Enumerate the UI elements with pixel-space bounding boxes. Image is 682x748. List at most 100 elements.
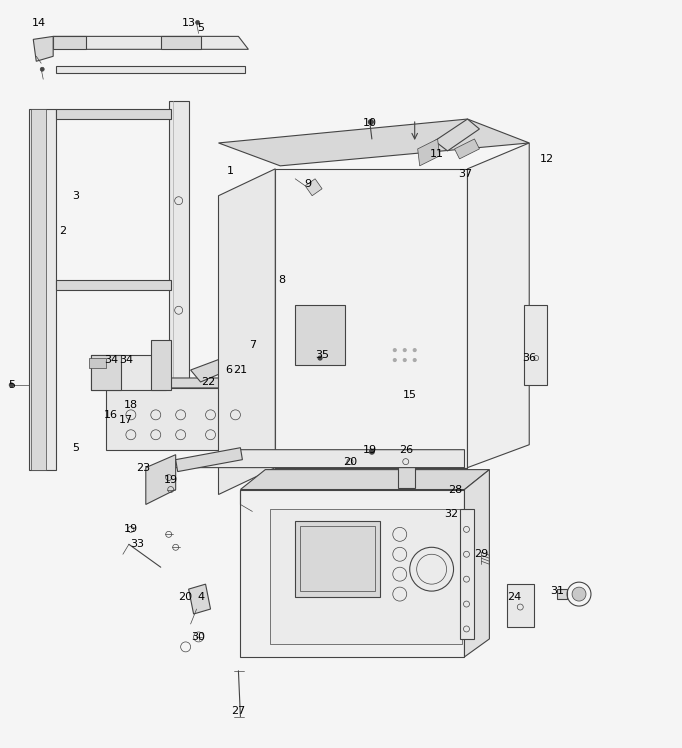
Circle shape (413, 349, 416, 352)
Polygon shape (91, 355, 121, 390)
Text: 33: 33 (130, 539, 144, 549)
Polygon shape (305, 179, 322, 196)
Text: 23: 23 (136, 462, 150, 473)
Text: 5: 5 (8, 380, 15, 390)
Circle shape (370, 450, 374, 454)
Polygon shape (434, 119, 479, 151)
Circle shape (394, 358, 396, 361)
Text: 37: 37 (458, 169, 473, 179)
Polygon shape (507, 584, 534, 627)
Polygon shape (270, 509, 462, 644)
Polygon shape (56, 67, 246, 73)
Polygon shape (89, 358, 106, 368)
Text: 20: 20 (343, 456, 357, 467)
Text: 1: 1 (227, 166, 234, 176)
Circle shape (40, 67, 44, 71)
Polygon shape (91, 355, 166, 390)
Polygon shape (168, 101, 189, 440)
Text: 7: 7 (249, 340, 256, 350)
Text: 34: 34 (119, 355, 133, 365)
Polygon shape (447, 468, 467, 519)
Text: 5: 5 (72, 443, 80, 453)
Polygon shape (295, 521, 380, 597)
Circle shape (572, 587, 586, 601)
Polygon shape (176, 450, 464, 468)
Text: 26: 26 (399, 445, 413, 455)
Text: 35: 35 (315, 350, 329, 360)
Circle shape (413, 358, 416, 361)
Circle shape (368, 120, 373, 124)
Polygon shape (460, 509, 475, 639)
Polygon shape (146, 455, 176, 504)
Polygon shape (300, 527, 375, 591)
Text: 36: 36 (522, 353, 536, 363)
Text: 8: 8 (279, 275, 286, 286)
Polygon shape (218, 119, 529, 166)
Polygon shape (280, 378, 295, 450)
Polygon shape (106, 378, 295, 388)
Polygon shape (218, 169, 276, 494)
Circle shape (318, 356, 322, 360)
Polygon shape (467, 143, 529, 468)
Text: 5: 5 (197, 23, 204, 34)
Polygon shape (276, 468, 295, 519)
Polygon shape (56, 280, 170, 290)
Text: 9: 9 (305, 179, 312, 188)
Text: 24: 24 (507, 592, 522, 602)
Text: 6: 6 (225, 365, 232, 375)
Polygon shape (408, 479, 425, 500)
Polygon shape (241, 470, 490, 489)
Circle shape (403, 358, 406, 361)
Text: 22: 22 (201, 377, 216, 387)
Text: 19: 19 (124, 524, 138, 534)
Circle shape (403, 349, 406, 352)
Text: 19: 19 (363, 445, 377, 455)
Text: 19: 19 (164, 474, 178, 485)
Circle shape (394, 349, 396, 352)
Polygon shape (106, 388, 280, 450)
Text: 30: 30 (192, 632, 205, 642)
Polygon shape (53, 37, 86, 49)
Polygon shape (190, 355, 241, 382)
Polygon shape (524, 305, 547, 385)
Polygon shape (151, 340, 170, 390)
Text: 12: 12 (540, 154, 554, 164)
Text: 29: 29 (474, 549, 488, 560)
Text: 27: 27 (231, 705, 246, 716)
Polygon shape (276, 169, 467, 468)
Text: 17: 17 (119, 415, 133, 425)
Text: 32: 32 (445, 509, 458, 519)
Text: 10: 10 (363, 118, 377, 128)
Polygon shape (454, 139, 479, 159)
Polygon shape (161, 37, 201, 49)
Text: 34: 34 (104, 355, 118, 365)
Text: 4: 4 (197, 592, 204, 602)
Polygon shape (417, 139, 440, 166)
Polygon shape (295, 305, 345, 365)
Text: 14: 14 (32, 19, 46, 28)
Text: 13: 13 (181, 19, 196, 28)
Polygon shape (29, 109, 56, 470)
Polygon shape (31, 109, 46, 470)
Text: 15: 15 (402, 390, 417, 400)
Polygon shape (33, 37, 53, 61)
Text: 31: 31 (550, 586, 564, 596)
Text: 3: 3 (72, 191, 80, 200)
Polygon shape (464, 470, 490, 657)
Text: 20: 20 (179, 592, 193, 602)
Polygon shape (53, 37, 248, 49)
Circle shape (10, 383, 14, 387)
Polygon shape (56, 109, 170, 119)
Polygon shape (557, 589, 567, 599)
Text: 21: 21 (233, 365, 248, 375)
Text: 16: 16 (104, 410, 118, 420)
Polygon shape (398, 462, 415, 488)
Polygon shape (241, 489, 464, 657)
Text: 2: 2 (59, 226, 67, 236)
Text: 18: 18 (124, 400, 138, 410)
Polygon shape (176, 448, 242, 471)
Text: 28: 28 (448, 485, 462, 494)
Circle shape (196, 20, 200, 25)
Polygon shape (189, 584, 211, 614)
Text: 11: 11 (430, 149, 443, 159)
